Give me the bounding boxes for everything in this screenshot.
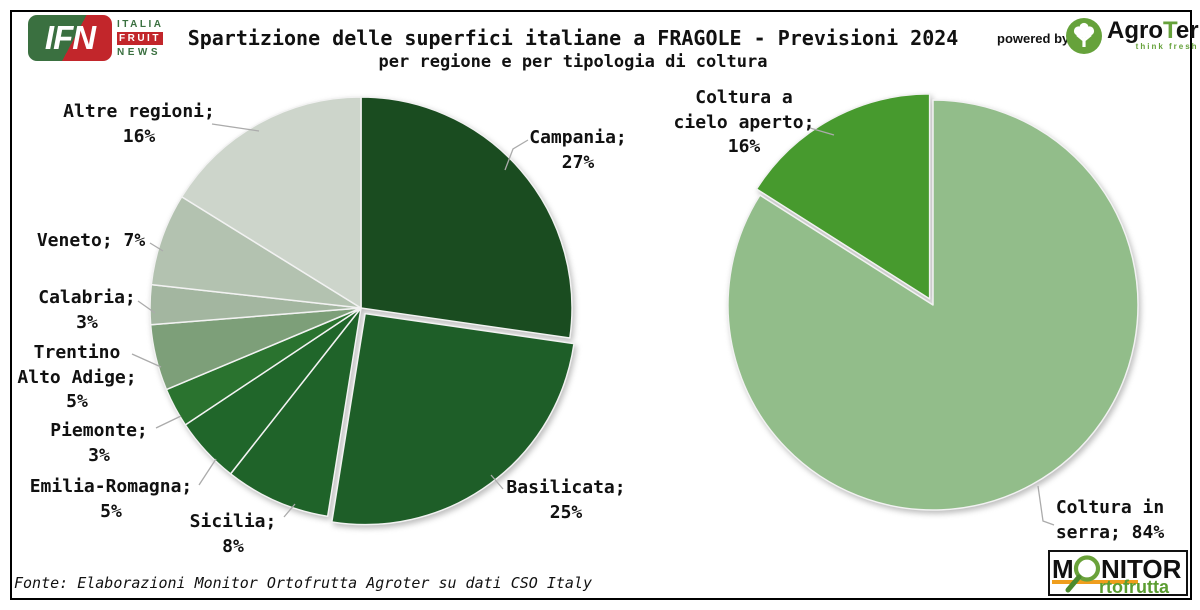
ifn-wordmark: ITALIA FRUIT NEWS [117, 19, 163, 58]
leader-line-basilicata [490, 474, 504, 490]
monitor-ortofrutta-logo: M NITOR rtofrutta [1048, 550, 1188, 597]
leader-line-calabria [137, 300, 156, 314]
ifn-word-news: NEWS [117, 46, 161, 58]
monitor-letters-nitor: NITOR [1101, 554, 1182, 584]
slice-label-emilia-romagna: Emilia-Romagna; 5% [29, 476, 193, 522]
leader-line-emilia-romagna [198, 458, 217, 486]
magnifier-handle-icon [1065, 574, 1082, 593]
agroter-tagline: think fresh [1135, 42, 1199, 51]
slice-label-veneto: Veneto; 7% [36, 230, 146, 251]
monitor-orange-swoosh [1052, 580, 1138, 584]
pie-slice-coltura-in-serra [727, 99, 1139, 511]
leader-line-campania [504, 139, 529, 171]
pie-slice-basilicata [331, 312, 575, 526]
slice-label-campania: Campania; 27% [529, 127, 627, 173]
slice-label-piemonte: Piemonte; 3% [50, 420, 148, 466]
pie-regions [149, 96, 575, 526]
slice-label-calabria: Calabria; 3% [38, 287, 136, 333]
leader-line-coltura-in-serra [1037, 485, 1055, 526]
monitor-letter-m: M [1052, 554, 1074, 584]
monitor-logo-art: M NITOR rtofrutta [1052, 554, 1182, 597]
pie-slice-coltura-a-cielo-aperto [755, 93, 931, 300]
source-note: Fonte: Elaborazioni Monitor Ortofrutta A… [14, 574, 592, 592]
agroter-wordmark: AgroTer think fresh [1107, 17, 1199, 52]
ifn-abbr: IFN [44, 19, 96, 56]
slice-label-altre-regioni: Altre regioni; 16% [63, 101, 215, 147]
leader-line-altre-regioni [211, 123, 260, 132]
slice-label-trentino-alto-adige: Trentino Alto Adige; 5% [17, 342, 137, 412]
pie-slice-campania [360, 96, 573, 339]
slice-label-basilicata: Basilicata; 25% [506, 477, 626, 523]
slice-label-sicilia: Sicilia; 8% [189, 511, 277, 557]
leader-line-coltura-a-cielo-aperto [809, 127, 835, 136]
pie-slice-altre-regioni [180, 96, 362, 309]
leader-line-piemonte [155, 415, 182, 429]
chart-title: Spartizione delle superfici italiane a F… [187, 26, 959, 50]
leader-line-sicilia [283, 503, 296, 518]
leader-line-veneto [149, 242, 164, 252]
agroter-name-pre: Agro [1107, 17, 1163, 44]
slice-label-coltura-a-cielo-aperto: Coltura a cielo aperto; 16% [673, 87, 815, 157]
slice-label-coltura-in-serra: Coltura in serra; 84% [1055, 497, 1165, 543]
agroter-name-t: T [1163, 17, 1176, 44]
powered-by-label: powered by [997, 31, 1070, 46]
monitor-sub-rtofrutta: rtofrutta [1099, 577, 1170, 594]
ifn-word-fruit: FRUIT [117, 31, 163, 45]
agroter-logo: AgroTer think fresh [1066, 18, 1199, 54]
agroter-tree-icon [1066, 18, 1102, 54]
chart-subtitle: per regione e per tipologia di coltura [378, 52, 768, 72]
agroter-name-post: er [1175, 17, 1199, 44]
pie-slice-sicilia [229, 307, 362, 518]
ifn-logo: IFN ITALIA FRUIT NEWS [28, 15, 163, 61]
ifn-badge-icon: IFN [28, 15, 112, 61]
pie-cultivation-type [727, 93, 1139, 511]
ifn-word-italia: ITALIA [117, 18, 164, 30]
leader-line-trentino-alto-adige [131, 353, 162, 368]
magnifier-icon [1073, 555, 1101, 582]
